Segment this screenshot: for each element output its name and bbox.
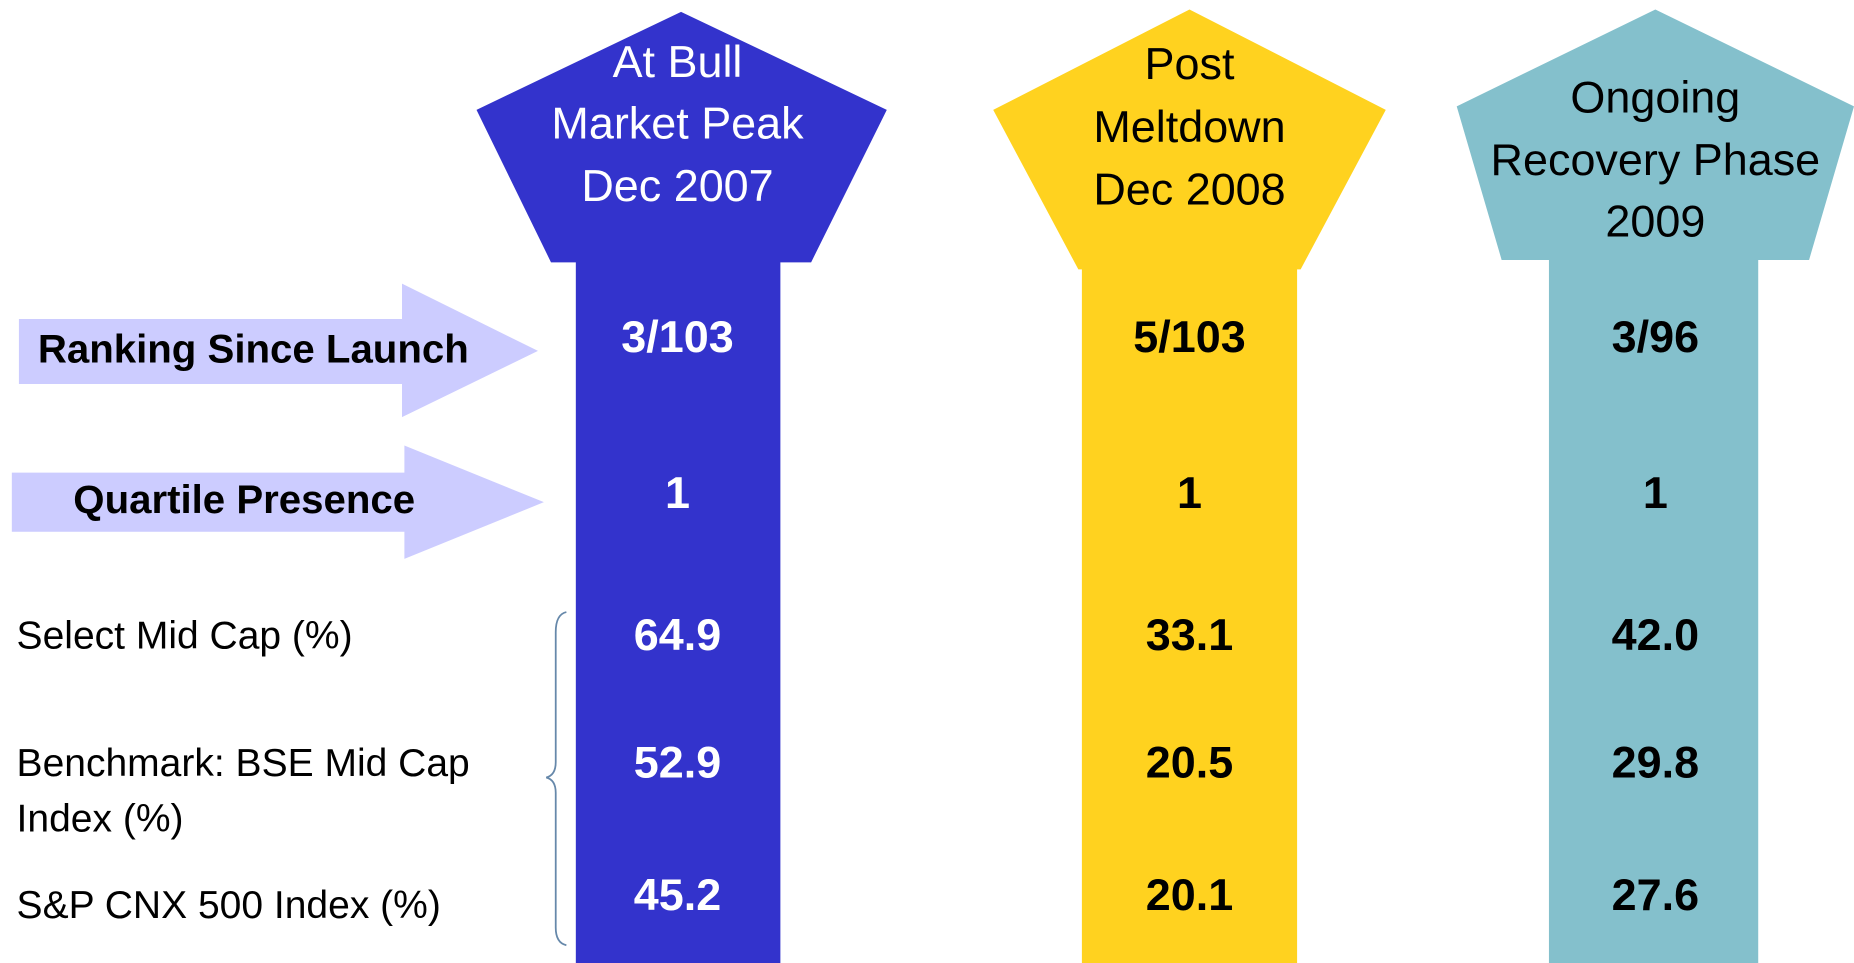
cell-value: 3/103 [621,311,733,362]
column-header: Dec 2008 [1093,163,1285,214]
cell-value: 5/103 [1133,311,1245,362]
column-header: Ongoing [1570,71,1740,122]
row-label: Index (%) [17,798,184,841]
row-label: Ranking Since Launch [38,327,469,372]
column-shapes [476,9,1854,963]
cell-value: 3/96 [1612,311,1699,362]
row-arrow [18,283,538,418]
cell-value: 64.9 [634,609,721,660]
column-header: Dec 2007 [581,160,773,211]
column-header: Market Peak [551,97,804,148]
arrow-teal [1456,9,1854,963]
cell-value: 42.0 [1612,609,1699,660]
cell-value: 27.6 [1612,869,1699,920]
row-label: S&P CNX 500 Index (%) [17,884,441,927]
arrow-blue [476,11,887,963]
column-header: Meltdown [1093,101,1285,152]
cell-value: 1 [665,467,690,518]
cell-value: 1 [1177,467,1202,518]
arrow-yellow [993,9,1386,963]
cell-value: 52.9 [634,737,721,788]
cell-value: 45.2 [634,869,721,920]
row-arrow [11,445,544,559]
row-label: Benchmark: BSE Mid Cap [17,742,470,785]
row-label: Quartile Presence [73,477,415,522]
cell-value: 33.1 [1146,609,1233,660]
column-header: 2009 [1605,195,1705,246]
column-header: At Bull [613,36,743,87]
cell-value: 29.8 [1612,737,1699,788]
brace [545,611,567,947]
row-label: Select Mid Cap (%) [17,614,353,657]
cell-value: 1 [1643,467,1668,518]
cell-value: 20.5 [1146,737,1233,788]
column-header: Post [1145,38,1235,89]
column-header: Recovery Phase [1491,134,1821,185]
cell-value: 20.1 [1146,869,1233,920]
